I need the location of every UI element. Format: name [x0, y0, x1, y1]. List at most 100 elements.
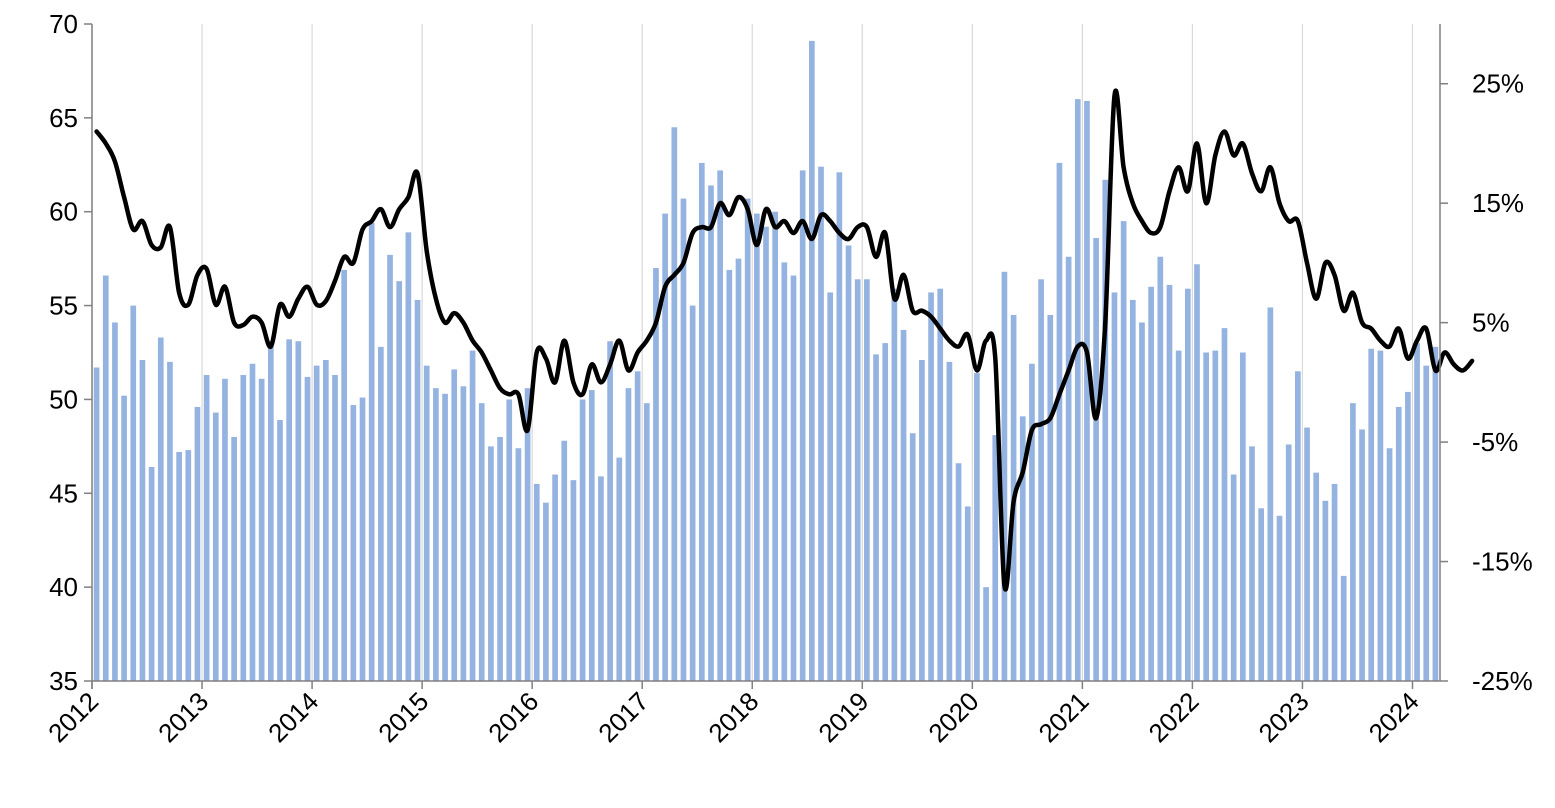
x-tick-label: 2018: [702, 686, 764, 748]
bar: [1194, 264, 1200, 681]
bar: [1285, 444, 1292, 681]
bar: [1212, 350, 1219, 681]
bar: [708, 185, 714, 682]
bar: [1047, 314, 1054, 681]
bar: [1019, 416, 1026, 681]
bar: [763, 226, 769, 681]
bar: [579, 399, 586, 681]
left-tick-label: 55: [49, 291, 78, 321]
bar: [964, 506, 971, 681]
bar: [157, 337, 164, 681]
bar: [772, 211, 779, 681]
bar: [506, 399, 513, 681]
bar: [222, 378, 228, 681]
bar: [909, 433, 916, 681]
bar: [387, 254, 393, 682]
bar: [212, 412, 219, 681]
bar: [497, 436, 503, 681]
right-tick-label: 5%: [1472, 308, 1510, 338]
bar: [185, 450, 192, 681]
bar: [1322, 500, 1329, 681]
bar: [396, 281, 403, 681]
bar: [341, 269, 348, 681]
x-tick-label: 2020: [922, 686, 984, 748]
bar: [1001, 271, 1008, 681]
bar: [1056, 162, 1063, 681]
right-tick-label: -5%: [1472, 427, 1518, 457]
bar: [231, 436, 237, 681]
bar: [203, 375, 210, 681]
bar: [1139, 322, 1145, 681]
bar: [1395, 406, 1402, 681]
bar: [790, 275, 797, 681]
bar: [359, 397, 366, 681]
left-tick-label: 50: [49, 384, 78, 414]
bar: [405, 232, 412, 681]
bar: [112, 322, 118, 681]
bar: [433, 388, 439, 681]
bar: [148, 467, 155, 681]
bar: [1249, 446, 1255, 681]
left-tick-label: 65: [49, 103, 78, 133]
bar: [689, 305, 696, 681]
bar: [1377, 350, 1384, 681]
bar: [240, 375, 247, 681]
bar: [882, 343, 889, 681]
bar: [1432, 346, 1439, 681]
bar: [350, 405, 357, 681]
x-tick-label: 2021: [1032, 686, 1094, 748]
bar: [543, 502, 549, 681]
bar: [249, 363, 256, 681]
bar: [937, 288, 944, 681]
bar: [488, 446, 494, 681]
bar: [1368, 348, 1375, 681]
x-tick-label: 2023: [1253, 686, 1315, 748]
bar: [286, 339, 292, 681]
bar: [726, 269, 733, 681]
x-tick-label: 2016: [482, 686, 544, 748]
left-tick-label: 35: [49, 666, 78, 696]
bar: [1074, 99, 1081, 682]
left-tick-label: 45: [49, 478, 78, 508]
bar: [277, 420, 283, 681]
left-axis-tick-labels: 35 40 45 50 55 60 65 70: [49, 9, 78, 696]
bar: [735, 258, 742, 681]
bar: [295, 341, 302, 681]
bar: [873, 354, 879, 681]
bar: [1423, 365, 1430, 681]
bar: [1258, 508, 1265, 681]
x-axis-tick-labels: 2012 2013 2014 2015 2016 2017 2018 2019 2020 2021…: [42, 686, 1425, 748]
bar: [570, 480, 577, 681]
bar: [1304, 427, 1310, 681]
bar: [1295, 371, 1301, 681]
bar: [442, 393, 448, 681]
bar: [698, 162, 705, 681]
bar: [1313, 472, 1320, 681]
bar: [322, 360, 329, 681]
bar: [992, 435, 999, 681]
bar: [1093, 237, 1099, 681]
bar: [1221, 328, 1228, 681]
bar: [515, 448, 522, 681]
right-tick-label: -25%: [1472, 666, 1533, 696]
bar: [1102, 179, 1109, 681]
bar: [717, 170, 723, 681]
bar: [414, 299, 421, 681]
bar: [1184, 288, 1191, 681]
bar: [167, 361, 173, 681]
bar: [1111, 292, 1118, 681]
bar: [423, 365, 430, 681]
bar: [1065, 256, 1072, 681]
bar: [744, 198, 751, 681]
bar: [552, 474, 558, 681]
bar: [451, 369, 458, 681]
bar: [130, 305, 137, 681]
bar: [533, 483, 540, 681]
bar: [194, 406, 201, 681]
bar: [1175, 350, 1182, 681]
bar: [634, 371, 641, 681]
bar: [753, 213, 760, 681]
bar: [891, 288, 898, 681]
bar: [1359, 429, 1365, 681]
